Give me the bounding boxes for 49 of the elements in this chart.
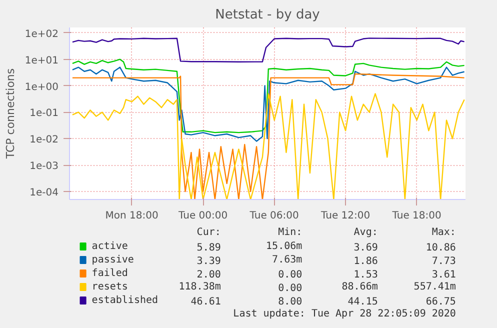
- text: 5.89: [196, 242, 221, 254]
- x-tick-label: Tue 06:00: [248, 210, 299, 222]
- y-tick-label: 1e+02: [24, 28, 59, 40]
- text: 3.69: [354, 242, 378, 254]
- text: 557.41m: [414, 282, 456, 292]
- text: 3.61: [432, 270, 456, 280]
- text: 10.86: [426, 242, 456, 254]
- text: 8.00: [278, 296, 302, 308]
- text: 44.15: [348, 296, 378, 308]
- text: 46.61: [190, 296, 221, 308]
- text: Cur:: [196, 227, 221, 238]
- legend-label: failed: [92, 268, 128, 279]
- x-tick-label: Tue 18:00: [391, 210, 442, 222]
- y-tick-label: 1e-01: [30, 108, 59, 120]
- text: Avg:: [354, 227, 378, 238]
- text: 66.75: [426, 296, 456, 308]
- text: 1.53: [354, 270, 378, 280]
- text: 118.38m: [178, 282, 221, 292]
- y-tick-label: 1e+00: [24, 82, 59, 93]
- y-tick-label: 1e-04: [30, 188, 59, 199]
- line-series: [72, 93, 465, 200]
- line-series: [72, 38, 465, 62]
- x-tick-label: Mon 18:00: [105, 210, 158, 222]
- line-series: [72, 66, 465, 142]
- text: 3.39: [196, 256, 221, 267]
- text: 88.66m: [342, 282, 378, 292]
- text: Last update: Tue Apr 28 22:05:09 2020: [233, 308, 456, 320]
- text: 7.73: [432, 256, 456, 267]
- x-tick-label: Tue 12:00: [320, 210, 370, 222]
- text: 7.63m: [272, 254, 302, 266]
- line-series: [72, 73, 465, 200]
- legend-label: passive: [92, 254, 134, 266]
- text: Max:: [432, 227, 456, 238]
- legend-label: resets: [92, 282, 128, 292]
- text: 15.06m: [266, 241, 302, 252]
- text: 1.86: [354, 256, 378, 267]
- y-tick-label: 1e-03: [30, 161, 59, 172]
- text: 0.00: [278, 283, 302, 294]
- chart-title: Netstat - by day: [215, 8, 320, 22]
- text: 0.00: [278, 270, 302, 280]
- y-axis-title: TCP connections: [4, 68, 17, 160]
- text: 2.00: [196, 270, 221, 280]
- line-series: [72, 58, 465, 134]
- legend-label: active: [92, 241, 128, 252]
- legend-label: established: [92, 295, 158, 306]
- y-tick-label: 1e+01: [24, 55, 59, 66]
- x-tick-label: Tue 00:00: [178, 210, 228, 222]
- text: Min:: [278, 227, 302, 238]
- y-tick-label: 1e-02: [30, 134, 59, 146]
